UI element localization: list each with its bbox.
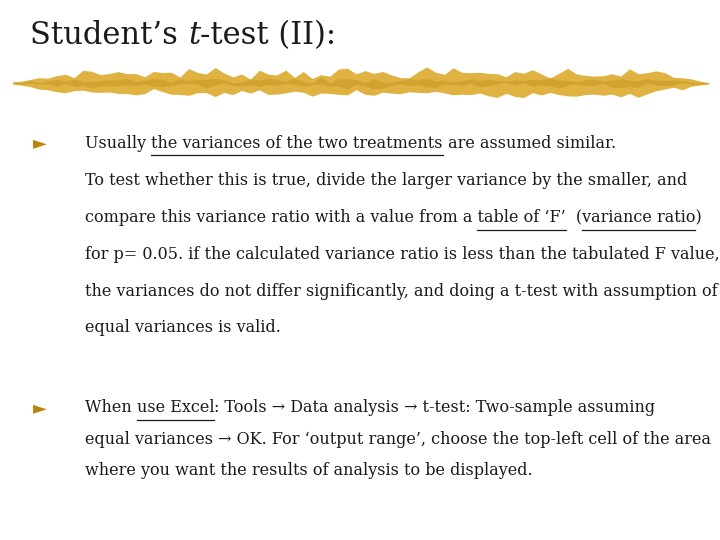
Polygon shape — [13, 68, 709, 98]
Text: Student’s: Student’s — [30, 19, 188, 51]
Text: ►: ► — [32, 399, 47, 417]
Text: ►: ► — [32, 134, 47, 152]
Text: variance ratio: variance ratio — [582, 209, 696, 226]
Text: To test whether this is true, divide the larger variance by the smaller, and: To test whether this is true, divide the… — [85, 172, 687, 190]
Text: : Tools → Data analysis → t-test: Two-sample assuming: : Tools → Data analysis → t-test: Two-sa… — [215, 399, 656, 416]
Text: table of ‘F’: table of ‘F’ — [477, 209, 566, 226]
Text: for p= 0.05. if the calculated variance ratio is less than the tabulated F value: for p= 0.05. if the calculated variance … — [85, 246, 720, 263]
Text: t: t — [188, 19, 200, 51]
Text: equal variances → OK. For ‘output range’, choose the top-left cell of the area: equal variances → OK. For ‘output range’… — [85, 430, 711, 448]
Text: the variances do not differ significantly, and doing a t-test with assumption of: the variances do not differ significantl… — [85, 282, 718, 300]
Text: are assumed similar.: are assumed similar. — [443, 134, 616, 152]
Text: compare this variance ratio with a value from a table of ‘F’  (variance ratio): compare this variance ratio with a value… — [85, 209, 702, 226]
Text: equal variances is valid.: equal variances is valid. — [85, 319, 281, 336]
Text: compare this variance ratio with a value from a table of ‘F’  (: compare this variance ratio with a value… — [85, 209, 582, 226]
Polygon shape — [13, 77, 709, 90]
Text: use Excel: use Excel — [137, 399, 215, 416]
Text: When: When — [85, 399, 137, 416]
Text: compare this variance ratio with a value from a: compare this variance ratio with a value… — [85, 209, 477, 226]
Text: the variances of the two treatments: the variances of the two treatments — [151, 134, 443, 152]
Text: Usually: Usually — [85, 134, 151, 152]
Text: where you want the results of analysis to be displayed.: where you want the results of analysis t… — [85, 462, 533, 479]
Text: -test (II):: -test (II): — [200, 19, 336, 51]
